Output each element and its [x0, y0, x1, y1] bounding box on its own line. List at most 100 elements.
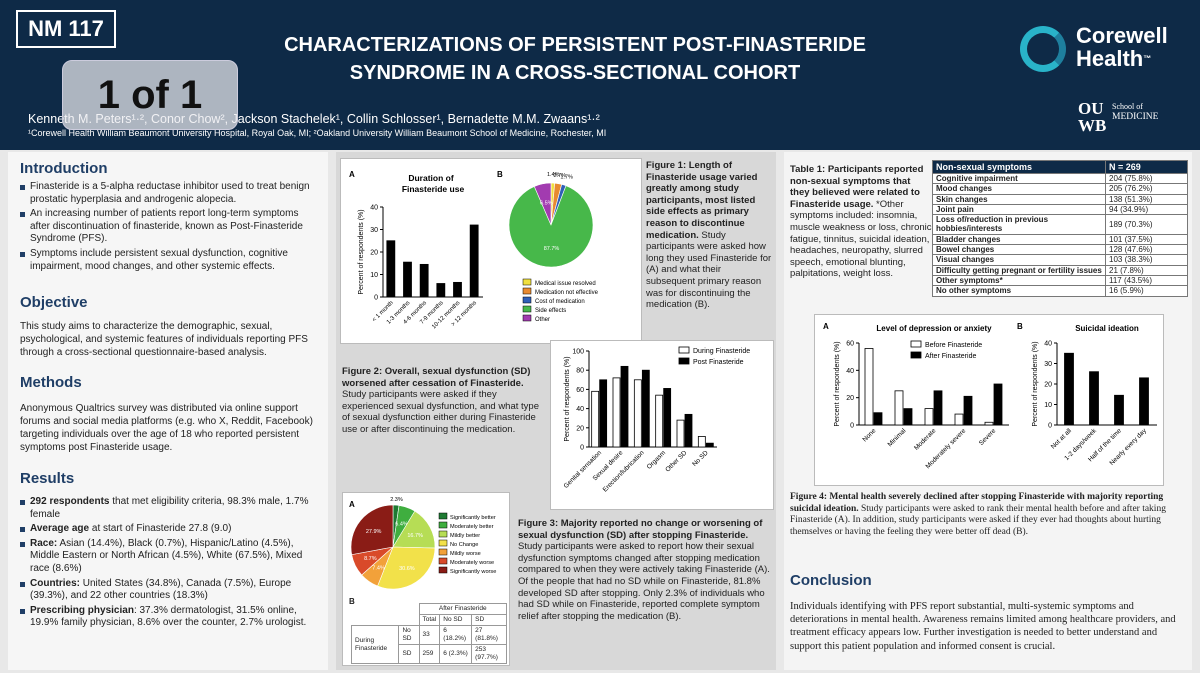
figure2-caption: Figure 2: Overall, sexual dysfunction (S… [342, 366, 539, 435]
fig3b-table: After Finasteride Total No SD SD During Fi… [350, 603, 508, 664]
legend-label: Other [535, 317, 550, 323]
result-item: Average age at start of Finasteride 27.8… [20, 523, 320, 536]
logo-tm: ™ [1143, 54, 1152, 63]
result-item: Prescribing physician: 37.3% dermatologi… [20, 605, 320, 630]
pie-slice [508, 185, 594, 268]
ou-school-1: School of [1112, 102, 1143, 111]
slice-label: 8.7% [364, 556, 377, 562]
bar [620, 365, 629, 448]
legend-label: Medical issue resolved [535, 281, 596, 287]
panel-a-label: A [823, 322, 829, 331]
bar [591, 390, 600, 448]
sd-col-total: Total [418, 614, 441, 626]
chart-title: Suicidal ideation [1075, 324, 1139, 333]
corewell-logo-icon [1020, 26, 1066, 72]
legend-swatch [522, 314, 532, 322]
legend-swatch [678, 346, 690, 354]
y-tick-label: 30 [370, 227, 378, 234]
y-tick-label: 60 [846, 341, 854, 348]
y-tick-label: 0 [850, 423, 854, 430]
objective-heading: Objective [20, 294, 88, 311]
bar [705, 442, 714, 448]
table1-col2: N = 269 [1105, 160, 1188, 174]
y-axis-label: Percent of respondents (%) [834, 341, 841, 426]
methods-text: Anonymous Qualtrics survey was distribut… [20, 403, 313, 453]
category-label: Erection/lubrication [602, 449, 646, 493]
figure1-caption: Figure 1: Length of Finasteride usage va… [646, 160, 772, 311]
fig3-panel-b-label: B [349, 597, 355, 606]
bar [436, 283, 446, 298]
table-row: Skin changes 138 (51.3%) [932, 193, 1188, 205]
slice-label: 16.7% [407, 533, 423, 539]
chart-title-line1: Duration of [408, 173, 453, 183]
legend-label: Medication not effective [535, 290, 599, 296]
bar [599, 379, 608, 448]
y-tick-label: 10 [370, 272, 378, 279]
bar [453, 281, 462, 298]
y-axis-label: Percent of respondents (%) [1032, 341, 1039, 426]
table-row: Bowel changes 128 (47.6%) [932, 244, 1188, 256]
y-tick-label: 40 [1044, 341, 1052, 348]
legend-swatch [678, 357, 690, 365]
logo-line2: Health [1076, 46, 1144, 71]
legend-label: Before Finasteride [925, 342, 982, 349]
pie-slice [377, 546, 436, 590]
bar [903, 408, 913, 426]
legend-swatch [438, 539, 448, 547]
sd-col-nosd: No SD [439, 614, 473, 626]
figure4-panel: A 0 20 40 60 None Minimal Moderate Moderately se… [814, 314, 1164, 486]
category-label: Minimal [887, 427, 908, 448]
page-badge[interactable]: 1 of 1 [62, 60, 238, 130]
figure4-caption: Figure 4: Mental health severely decline… [790, 492, 1166, 537]
fig1b-chart: B 1.4%2.7%1.7% 87.7% 6.5% Medical issue reso… [497, 170, 599, 323]
slice-label: 30.6% [399, 566, 415, 572]
intro-bullet: An increasing number of patients report … [20, 208, 320, 246]
legend-label: Moderately worse [450, 560, 494, 566]
result-item: 292 respondents that met eligibility cri… [20, 496, 320, 521]
pie-slice [533, 182, 552, 226]
ou-mark-2: WB [1078, 116, 1107, 135]
bar [1114, 394, 1124, 426]
legend-swatch [522, 278, 532, 286]
panel-a-label: A [349, 500, 355, 509]
y-tick-label: 40 [846, 368, 854, 375]
result-item: Countries: United States (34.8%), Canada… [20, 578, 320, 603]
conclusion-heading: Conclusion [790, 572, 872, 589]
legend-label: Side effects [535, 308, 566, 314]
legend-label: Mildly better [450, 533, 480, 539]
y-tick-label: 80 [576, 368, 584, 375]
table-row: Visual changes 103 (38.3%) [932, 254, 1188, 266]
poster-title-line1: CHARACTERIZATIONS OF PERSISTENT POST-FIN… [284, 34, 866, 56]
sd-header-after: After Finasteride [418, 603, 508, 615]
left-column: Introduction Finasteride is a 5-alpha re… [8, 152, 328, 670]
y-tick-label: 30 [1044, 361, 1052, 368]
figure2-panel: 0 20 40 60 80 100 Genital sensation Sexual desi… [550, 340, 774, 510]
slice-label: 1.4% [547, 172, 560, 178]
slice-label: 27.9% [366, 529, 382, 535]
y-tick-label: 40 [370, 205, 378, 212]
results-list: 292 respondents that met eligibility cri… [20, 496, 320, 632]
legend-swatch [522, 296, 532, 304]
logo-line1: Corewell [1076, 23, 1168, 48]
bar [894, 390, 904, 426]
table-row: Joint pain 94 (34.9%) [932, 203, 1188, 216]
bar [984, 421, 994, 426]
category-label: Orgasm [646, 449, 667, 470]
legend-swatch [522, 287, 532, 295]
y-axis-label: Percent of respondents (%) [358, 209, 365, 294]
intro-bullet: Finasteride is a 5-alpha reductase inhib… [20, 181, 320, 206]
bar [641, 369, 650, 448]
legend-swatch [438, 548, 448, 556]
bar [963, 395, 973, 426]
bar [954, 413, 964, 426]
sd-row-label: During Finasteride [350, 625, 400, 664]
legend-label: Significantly worse [450, 569, 496, 575]
sd-col-sd: SD [471, 614, 507, 626]
legend-swatch [438, 557, 448, 565]
legend-swatch [438, 530, 448, 538]
category-label: Moderate [913, 427, 938, 452]
pie-slice [392, 510, 436, 549]
